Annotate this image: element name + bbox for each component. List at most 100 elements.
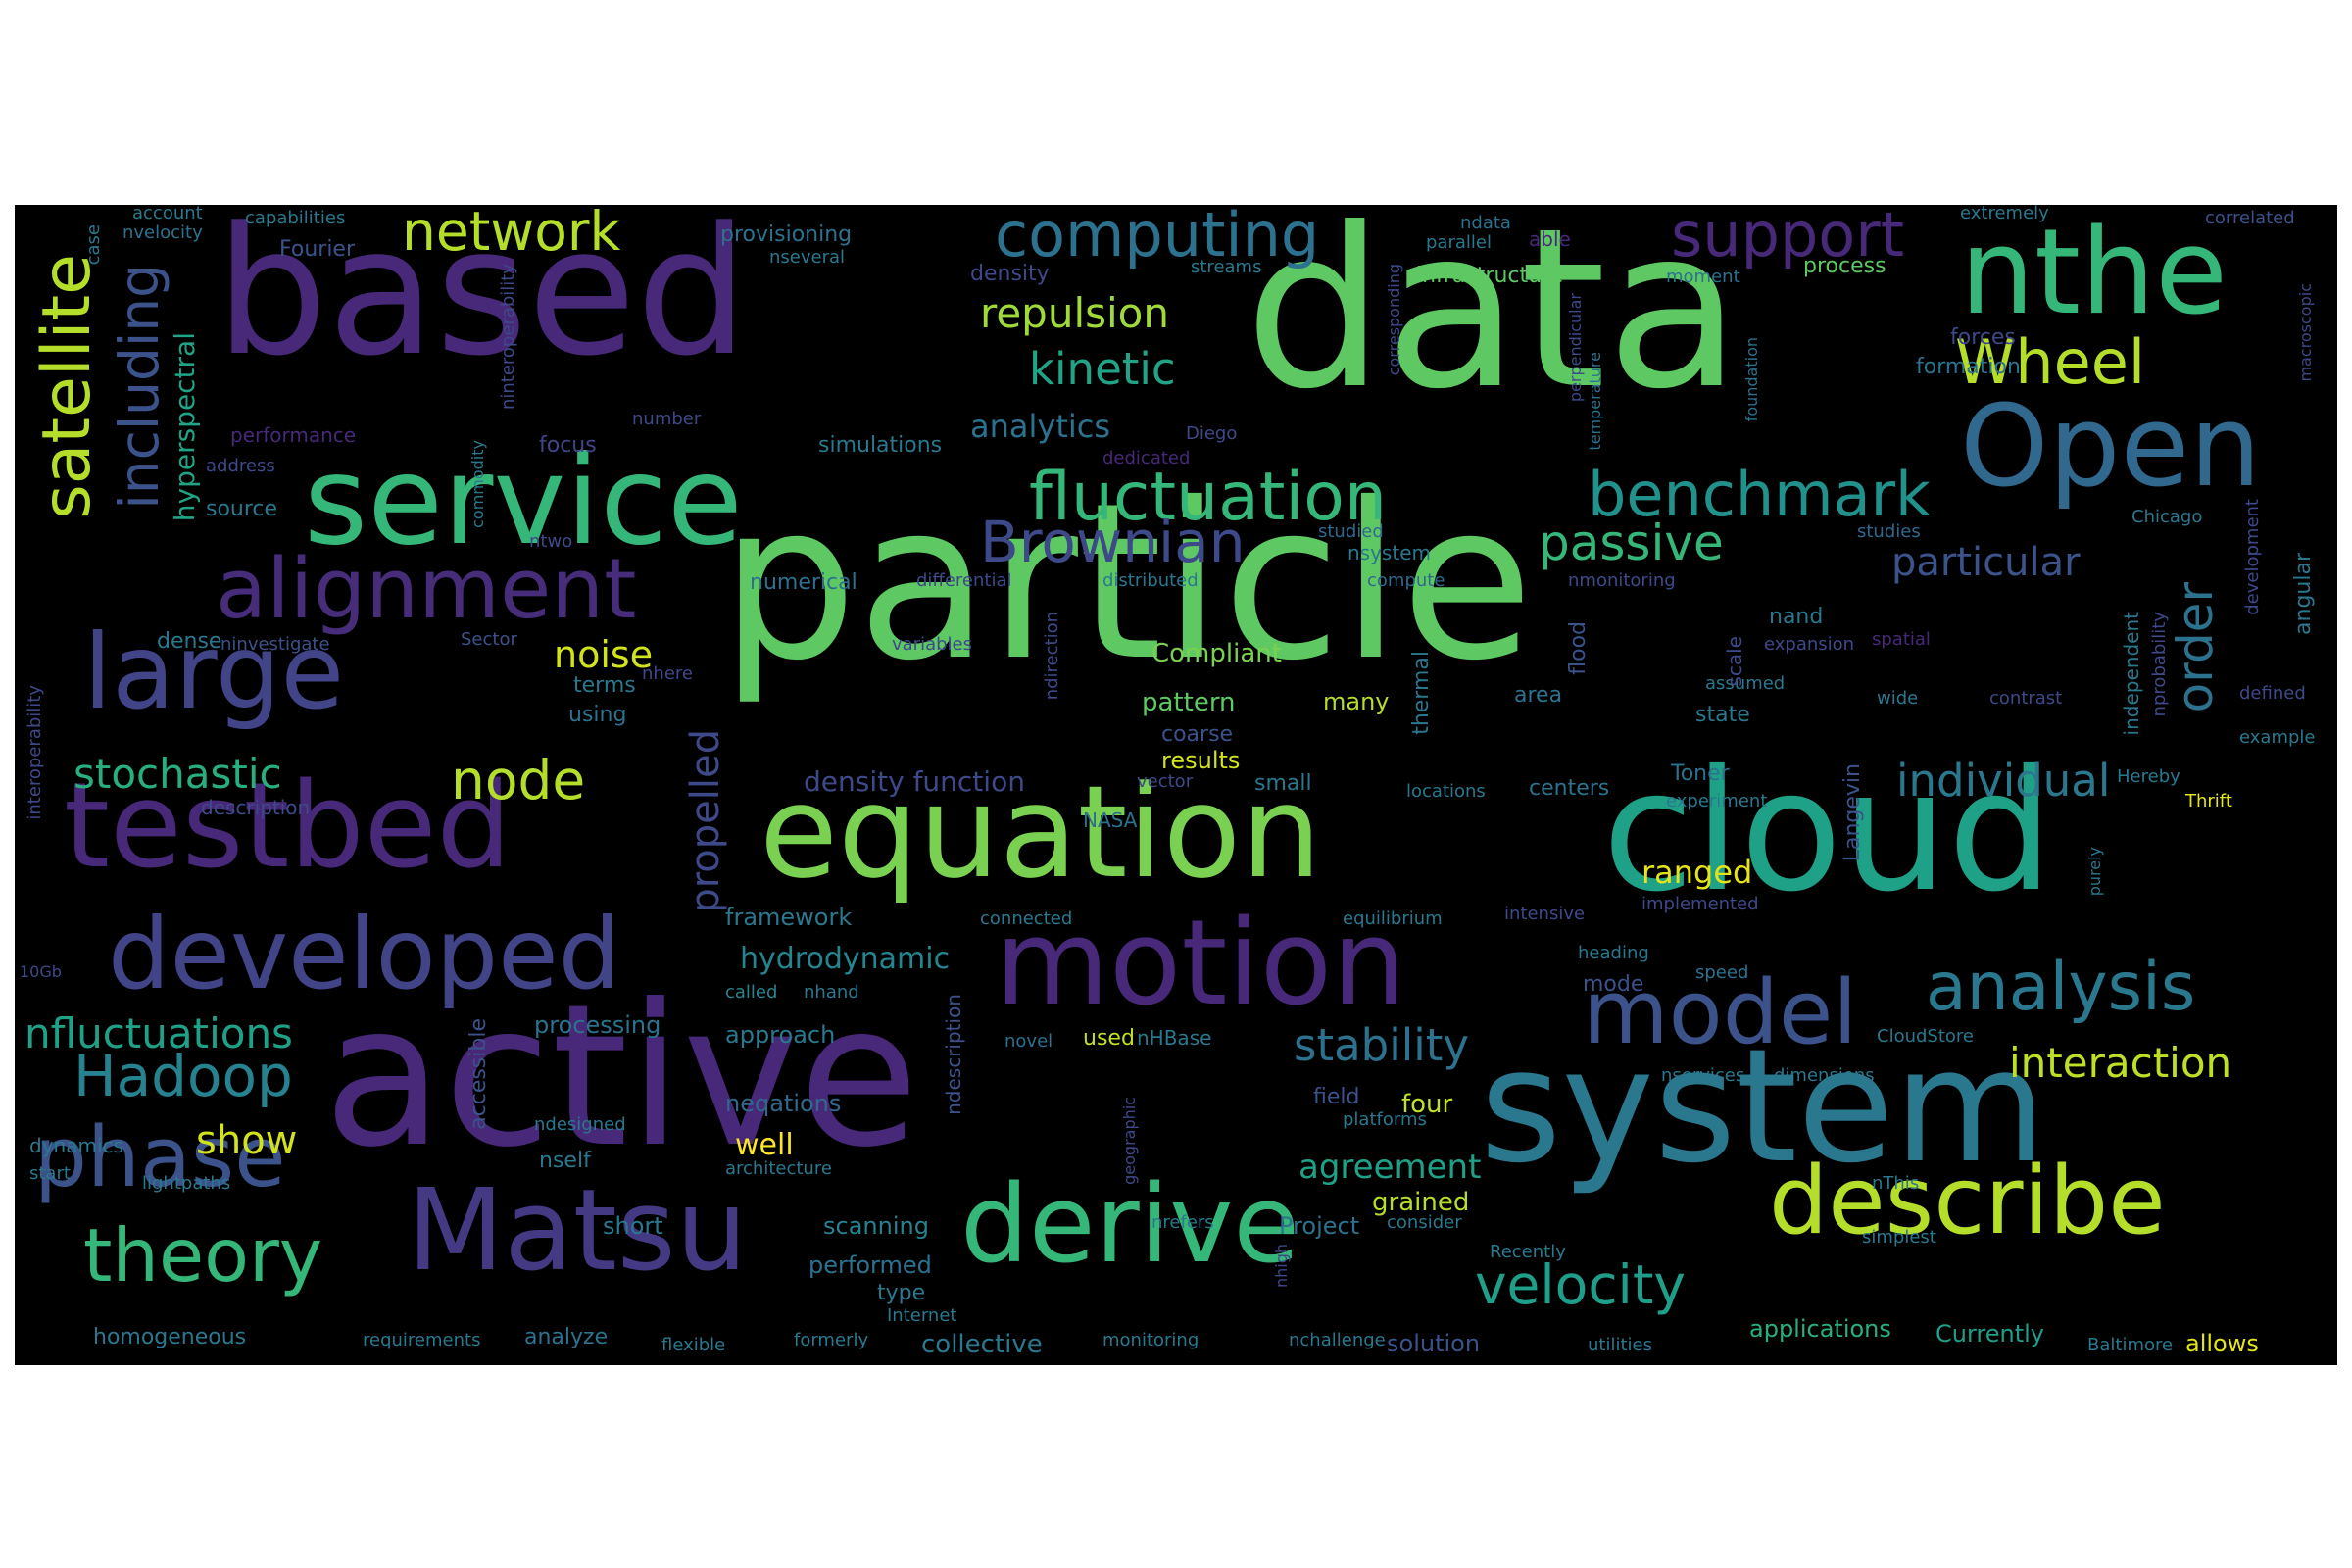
word-dimensions: dimensions (1774, 1065, 1875, 1086)
word-focus: focus (539, 433, 597, 458)
word-address: address (206, 456, 275, 476)
word-neqations: neqations (725, 1090, 842, 1117)
word-support: support (1671, 205, 1905, 270)
word-nrefers: nrefers (1152, 1212, 1214, 1233)
word-geographic: geographic (1120, 1097, 1139, 1185)
word-nprobability: nprobability (2149, 612, 2170, 717)
word-consider: consider (1387, 1212, 1462, 1233)
word-results: results (1161, 747, 1241, 774)
word-area: area (1514, 683, 1563, 708)
word-hydrodynamic: hydrodynamic (740, 942, 951, 976)
word-many: many (1323, 688, 1390, 715)
word-Brownian: Brownian (980, 509, 1246, 575)
word-nthe: nthe (1960, 205, 2228, 341)
word-terms: terms (573, 673, 636, 698)
word-field: field (1313, 1085, 1360, 1109)
word-provisioning: provisioning (720, 222, 853, 247)
word-corresponding: corresponding (1385, 264, 1403, 376)
word-forces: forces (1950, 325, 2016, 350)
word-example: example (2239, 727, 2316, 748)
word-derive: derive (960, 1161, 1300, 1287)
word-architecture: architecture (725, 1158, 832, 1179)
word-correlated: correlated (2205, 208, 2295, 228)
word-streams: streams (1191, 257, 1262, 277)
word-ntwo: ntwo (529, 531, 573, 552)
word-Hadoop: Hadoop (74, 1043, 293, 1109)
word-expansion: expansion (1764, 634, 1855, 655)
word-testbed: testbed (64, 759, 512, 895)
word-processing: processing (534, 1011, 662, 1039)
word-active: active (323, 962, 919, 1191)
word-node: node (451, 749, 586, 811)
word-intensive: intensive (1504, 904, 1586, 924)
word-grained: grained (1372, 1188, 1470, 1217)
word-model: model (1583, 961, 1858, 1064)
word-parallel: parallel (1426, 232, 1492, 253)
word-spatial: spatial (1872, 629, 1931, 650)
word-cloud: particle data active based cloud system … (15, 205, 2337, 1365)
word-wide: wide (1877, 688, 1919, 709)
word-scale: scale (1723, 636, 1746, 687)
word-particular: particular (1891, 540, 2081, 585)
word-nsystem: nsystem (1348, 541, 1431, 564)
word-phase: phase (34, 1109, 286, 1206)
word-developed: developed (108, 897, 621, 1011)
word-Diego: Diego (1186, 423, 1238, 444)
word-allows: allows (2185, 1330, 2259, 1357)
word-satellite: satellite (28, 254, 106, 519)
word-10Gb: 10Gb (20, 962, 62, 981)
word-studied: studied (1318, 521, 1384, 542)
word-independent: independent (2120, 612, 2143, 736)
word-platforms: platforms (1343, 1109, 1427, 1130)
word-CloudStore: CloudStore (1877, 1026, 1974, 1047)
word-benchmark: benchmark (1588, 459, 1931, 530)
word-extremely: extremely (1960, 205, 2049, 223)
word-distributed: distributed (1102, 570, 1199, 591)
word-cloud-term: cloud (1602, 735, 2054, 929)
word-heading: heading (1578, 943, 1649, 963)
word-type: type (877, 1281, 926, 1305)
word-description: description (201, 796, 311, 819)
word-short: short (603, 1212, 663, 1240)
word-interaction: interaction (2009, 1039, 2232, 1087)
word-solution: solution (1387, 1330, 1481, 1357)
word-moment: moment (1666, 267, 1740, 287)
word-utilities: utilities (1588, 1335, 1652, 1355)
word-Sector: Sector (461, 629, 517, 650)
word-Matsu: Matsu (407, 1165, 748, 1297)
word-connected: connected (980, 908, 1073, 929)
word-monitoring: monitoring (1102, 1330, 1200, 1350)
word-particle: particle (720, 457, 1534, 708)
word-nhere: nhere (642, 663, 693, 684)
word-density-function: density function (804, 765, 1025, 798)
word-requirements: requirements (363, 1330, 481, 1350)
word-flexible: flexible (662, 1335, 726, 1355)
word-perpendicular: perpendicular (1566, 293, 1585, 403)
word-mode: mode (1583, 972, 1644, 997)
word-data: data (1245, 205, 1741, 438)
word-based: based (216, 205, 749, 395)
word-homogeneous: homogeneous (93, 1325, 247, 1349)
word-Project: Project (1279, 1212, 1360, 1240)
word-ndirection: ndirection (1042, 612, 1062, 701)
word-nfluctuations: nfluctuations (24, 1009, 293, 1057)
word-number: number (632, 409, 702, 429)
word-hyperspectral: hyperspectral (169, 332, 201, 522)
word-nThis: nThis (1872, 1173, 1920, 1194)
word-equation: equation (760, 758, 1322, 906)
word-nservices: nservices (1661, 1065, 1745, 1086)
word-nchallenge: nchallenge (1289, 1330, 1386, 1350)
word-variables: variables (892, 634, 972, 655)
word-development: development (2242, 499, 2263, 615)
word-describe: describe (1769, 1148, 2166, 1255)
word-angular: angular (2291, 553, 2316, 635)
word-scanning: scanning (823, 1212, 929, 1240)
word-defined: defined (2239, 683, 2306, 704)
word-process: process (1803, 254, 1886, 278)
word-Open: Open (1960, 381, 2262, 513)
word-collective: collective (921, 1330, 1043, 1359)
word-lightpaths: lightpaths (142, 1173, 231, 1194)
word-Wheel: Wheel (1955, 326, 2146, 398)
word-able: able (1529, 227, 1571, 251)
word-analysis: analysis (1926, 949, 2196, 1026)
